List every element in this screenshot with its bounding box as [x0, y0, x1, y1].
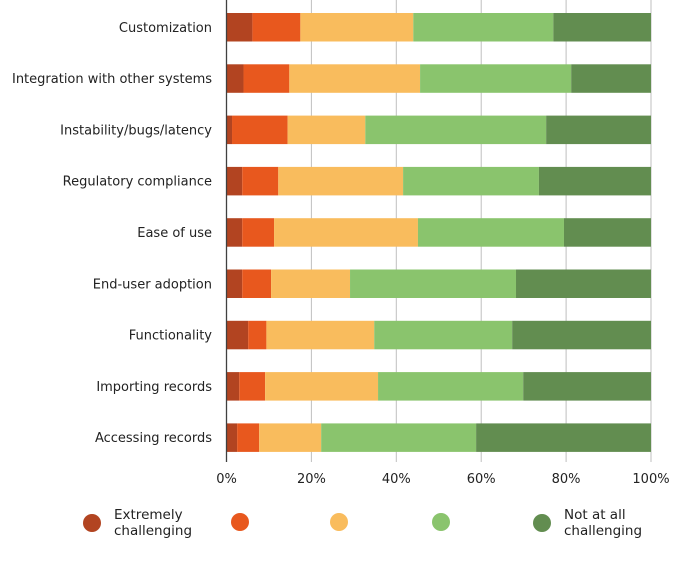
bar-segment [237, 423, 260, 452]
bar-segment [232, 115, 288, 145]
bar-segment [226, 423, 238, 452]
category-label: End-user adoption [93, 277, 212, 292]
category-label: Instability/bugs/latency [60, 123, 212, 138]
bar-segment [242, 218, 275, 247]
legend-item: Not at all challenging [533, 507, 642, 539]
legend-item: Extremely challenging [83, 507, 192, 539]
bar-segment [266, 320, 375, 350]
bar-segment [278, 166, 404, 196]
legend-swatch [432, 513, 450, 531]
bar-segment [417, 218, 564, 247]
bar-segment [553, 13, 651, 42]
bar-segment [538, 166, 651, 196]
bar-segment [271, 269, 351, 298]
bar-segment [365, 115, 547, 145]
legend-swatch [83, 514, 101, 532]
category-label: Importing records [96, 380, 212, 395]
category-label: Functionality [129, 329, 213, 344]
bar-segment [512, 320, 651, 350]
category-label: Regulatory compliance [63, 175, 212, 190]
bar-segment [289, 64, 421, 93]
bar-segment [252, 13, 301, 42]
bar-segment [287, 115, 366, 145]
bar-segment [265, 372, 379, 401]
bar-segment [226, 218, 243, 247]
legend-label: Extremely challenging [114, 507, 193, 539]
x-tick-label: 60% [467, 472, 496, 487]
bar-segment [413, 13, 554, 42]
x-tick-label: 80% [552, 472, 581, 487]
bar-segment [403, 166, 539, 196]
bar-segment [476, 423, 651, 452]
bar-segment [420, 64, 572, 93]
bar-segment [248, 320, 267, 350]
legend-item [231, 513, 249, 531]
category-label: Customization [119, 21, 212, 36]
stacked-bar-chart: Customization Integration with other syst… [12, 0, 670, 487]
bar-segment [523, 372, 651, 401]
bar-segment [226, 64, 244, 93]
bar-segment [226, 166, 243, 196]
bar-segment [226, 372, 240, 401]
bar-segment [563, 218, 651, 247]
bar-segment [226, 115, 233, 145]
category-label: Integration with other systems [12, 72, 212, 87]
bar-segment [378, 372, 524, 401]
bar-segment [226, 320, 249, 350]
bar-segment [274, 218, 418, 247]
bar-segment [226, 269, 243, 298]
bars [226, 13, 651, 452]
legend: Extremely challenging Not at all challeng… [0, 500, 675, 550]
bar-segment [374, 320, 513, 350]
category-labels: Customization Integration with other syst… [12, 21, 212, 446]
bar-segment [350, 269, 517, 298]
legend-item [432, 513, 450, 531]
bar-segment [242, 166, 279, 196]
x-tick-label: 20% [297, 472, 326, 487]
bar-segment [516, 269, 651, 298]
bar-segment [321, 423, 477, 452]
bar-segment [259, 423, 322, 452]
bar-segment [571, 64, 651, 93]
bar-segment [226, 13, 253, 42]
category-label: Ease of use [137, 226, 212, 241]
legend-swatch [231, 513, 249, 531]
category-label: Accessing records [95, 431, 212, 446]
bar-segment [239, 372, 266, 401]
bar-segment [300, 13, 414, 42]
x-tick-label: 0% [216, 472, 237, 487]
legend-item [330, 513, 348, 531]
bar-segment [242, 269, 272, 298]
x-tick-label: 100% [632, 472, 669, 487]
bar-segment [243, 64, 290, 93]
legend-label: Not at all challenging [564, 507, 643, 539]
legend-swatch [533, 514, 551, 532]
legend-swatch [330, 513, 348, 531]
bar-segment [546, 115, 651, 145]
x-tick-labels: 0% 20% 40% 60% 80% 100% [216, 472, 669, 487]
x-tick-label: 40% [382, 472, 411, 487]
